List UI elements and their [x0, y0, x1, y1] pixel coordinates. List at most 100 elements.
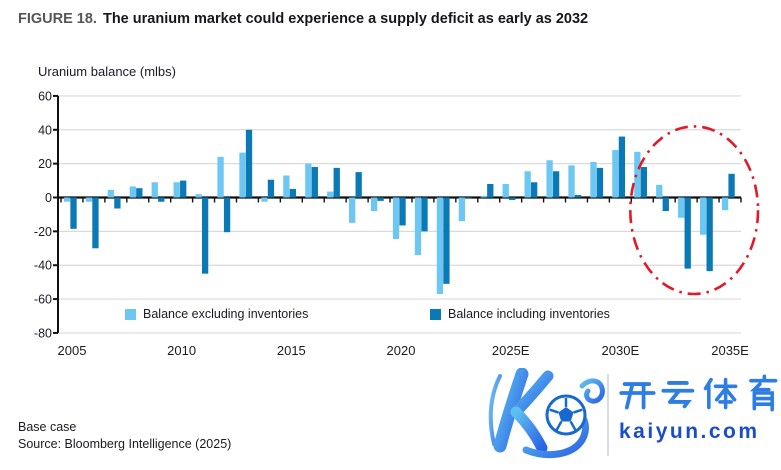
bar-2017-incl [333, 167, 340, 198]
hanzi-ti-icon [703, 377, 738, 410]
bar-2034E-incl [706, 197, 713, 272]
bar-2005-incl [70, 197, 77, 229]
deficit-highlight-ellipse [628, 125, 760, 296]
bar-2030E-incl [618, 136, 626, 198]
bar-2018-excl [349, 197, 356, 223]
bar-2008-excl [129, 186, 136, 198]
uranium-balance-bar-chart: 60 40 20 0 -20 -40 -60 -80 2005 2010 2015 2020 2025E… [34, 89, 760, 358]
bar-2035E-excl [721, 197, 729, 211]
bar-2014-excl [261, 197, 268, 202]
bar-2032E-incl [662, 197, 669, 212]
figure-title-row: FIGURE 18. The uranium market could exper… [18, 11, 588, 27]
bar-2019-excl [370, 197, 378, 212]
bar-2018-incl [355, 172, 362, 198]
bar-2023-excl [458, 197, 466, 222]
bar-2016-excl [305, 163, 312, 198]
bar-2006-incl [92, 197, 99, 249]
bar-2020-incl [399, 197, 406, 226]
bar-2009-excl [151, 182, 158, 198]
bar-2014-incl [267, 179, 275, 198]
bar-2007-incl [114, 197, 121, 209]
bar-2012-incl [223, 197, 231, 233]
y-axis-title: Uranium balance (mlbs) [38, 64, 176, 79]
watermark-brand-text: 开云体育 [486, 366, 487, 367]
x-tick-label-2030E: 2030E [602, 343, 640, 358]
bar-2033E-incl [684, 197, 691, 269]
y-tick-label-60: 60 [38, 89, 52, 103]
bar-2015-incl [289, 189, 297, 198]
legend-item-including-inventories: Balance including inventories [430, 307, 610, 321]
bar-2009-incl [158, 197, 165, 202]
bar-2011-excl [195, 194, 202, 198]
bar-2008-incl [136, 188, 143, 198]
bar-2022-excl [436, 197, 444, 294]
bar-2011-incl [201, 197, 209, 274]
bar-2031E-excl [634, 151, 641, 198]
bar-2026E-excl [524, 171, 531, 198]
bar-2021-incl [421, 197, 428, 232]
bar-2013-excl [239, 152, 246, 198]
kaiyun-k-soccer-ball-logo-icon [488, 368, 605, 459]
legend-label-excluding: Balance excluding inventories [143, 307, 309, 321]
y-tick-label-20: 20 [38, 157, 52, 171]
bar-2032E-excl [656, 184, 663, 198]
hanzi-yun-icon [661, 381, 695, 409]
legend-swatch-excluding-icon [125, 308, 136, 320]
watermark-brand-glyphs [619, 374, 780, 412]
bar-2016-incl [311, 167, 318, 198]
bar-2013-incl [245, 129, 253, 198]
chart-footer: Base case Source: Bloomberg Intelligence… [18, 419, 231, 453]
bar-2022-incl [443, 197, 450, 284]
figure-title: The uranium market could experience a su… [102, 11, 589, 27]
footer-source: Source: Bloomberg Intelligence (2025) [18, 437, 232, 451]
legend-swatch-including-icon [430, 308, 441, 320]
x-tick-label-2015: 2015 [277, 343, 306, 358]
bar-2028E-incl [574, 194, 582, 198]
bar-2033E-excl [678, 197, 685, 218]
bar-2017-excl [327, 191, 334, 198]
bar-2023-incl [465, 197, 472, 199]
chart-legend: Balance excluding inventories Balance in… [0, 307, 760, 325]
y-tick-label-40: 40 [38, 123, 52, 137]
y-tick-label--80: -80 [34, 326, 52, 340]
bar-2027E-excl [546, 160, 553, 198]
bar-2010-incl [180, 180, 187, 198]
x-tick-label-2035E: 2035E [711, 343, 749, 358]
x-tick-label-2005: 2005 [58, 343, 87, 358]
bar-2010-excl [173, 182, 180, 198]
bar-2005-excl [63, 197, 71, 202]
bar-2029E-incl [596, 167, 604, 198]
y-tick-label--20: -20 [34, 225, 52, 239]
bar-2030E-excl [612, 150, 619, 198]
bar-2020-excl [392, 197, 400, 239]
x-tick-label-2020: 2020 [387, 343, 416, 358]
y-tick-label-0: 0 [45, 191, 52, 205]
bar-2021-excl [414, 197, 422, 256]
bar-2006-excl [85, 197, 93, 202]
bar-2012-excl [217, 156, 224, 198]
y-tick-label--60: -60 [34, 293, 52, 307]
bar-2024-incl [487, 183, 494, 198]
bar-2031E-incl [640, 167, 647, 198]
x-tick-label-2025E: 2025E [492, 343, 530, 358]
bar-2025E-excl [502, 183, 509, 198]
bar-2027E-incl [552, 171, 560, 198]
legend-label-including: Balance including inventories [448, 307, 610, 321]
legend-item-excluding-inventories: Balance excluding inventories [125, 307, 308, 321]
kaiyun-watermark: 开云体育 [486, 366, 778, 466]
figure-number-label: FIGURE 18. [18, 11, 97, 27]
bar-2035E-incl [728, 173, 735, 198]
bar-2019-incl [377, 197, 384, 201]
watermark-divider [607, 374, 609, 456]
bar-2029E-excl [590, 161, 597, 198]
bar-2028E-excl [568, 165, 575, 198]
bar-2034E-excl [699, 197, 707, 235]
hanzi-yu-icon [749, 374, 778, 412]
bar-2025E-incl [509, 197, 516, 201]
y-tick-label--40: -40 [34, 259, 52, 273]
hanzi-kai-icon [619, 382, 656, 410]
bar-2024-excl [480, 195, 487, 198]
bar-2007-excl [107, 189, 115, 198]
watermark-url: kaiyun.com [619, 420, 760, 443]
